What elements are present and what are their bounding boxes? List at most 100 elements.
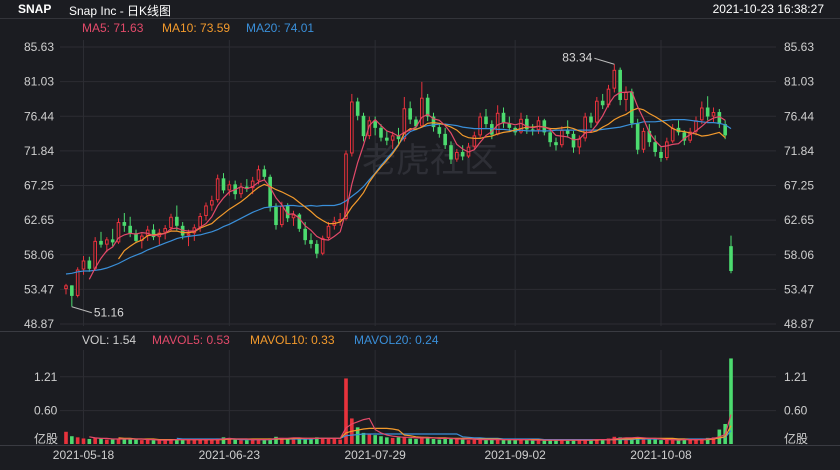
candle-body (291, 214, 296, 219)
candle-body (425, 97, 430, 117)
volume-bar (151, 440, 156, 444)
candle-body (344, 153, 348, 220)
mavol-lines (89, 414, 732, 441)
volume-bar (565, 440, 570, 444)
price-tick-left: 76.44 (24, 109, 54, 123)
volume-bar (577, 440, 582, 444)
volume-bar (169, 439, 173, 444)
candle-body (122, 222, 127, 226)
candle-body (215, 178, 220, 201)
price-tick-left: 48.87 (24, 317, 54, 331)
volume-bar (705, 437, 710, 444)
ma5-legend: MA5: 71.63 (82, 21, 144, 35)
ma10-legend: MA10: 73.59 (162, 21, 231, 35)
volume-bar (420, 436, 424, 444)
volume-bar (560, 440, 564, 444)
candle (571, 130, 576, 153)
candle-body (437, 127, 442, 134)
candle (659, 146, 663, 162)
volume-bar (291, 439, 296, 444)
price-tick-left: 58.06 (24, 248, 54, 262)
candle-body (134, 233, 138, 241)
candle (227, 180, 232, 196)
candle (338, 213, 342, 226)
volume-bar (449, 438, 453, 444)
candle-body (245, 186, 249, 189)
candle-body (478, 116, 482, 136)
candle (326, 222, 331, 240)
candle-body (105, 239, 109, 245)
mavol5-legend: MAVOL5: 0.53 (152, 333, 230, 347)
volume-bar (548, 440, 552, 444)
volume-bar (495, 439, 500, 444)
price-tick-right: 53.47 (784, 282, 814, 296)
candle (565, 120, 570, 138)
candle (87, 256, 92, 272)
volume-bar (379, 436, 383, 444)
candle-body (705, 107, 710, 117)
volume-bar (396, 437, 401, 444)
candle (472, 131, 477, 149)
candle (630, 88, 634, 128)
candle-body (460, 151, 465, 157)
candle-body (163, 228, 167, 233)
volume-bar (490, 439, 494, 444)
candle-body (396, 135, 401, 140)
annotations: 51.16 83.34 (71, 50, 615, 320)
price-tick-right: 58.06 (784, 248, 814, 262)
volume-bar (606, 438, 611, 444)
volume-bar (210, 439, 214, 444)
candle-body (519, 118, 523, 133)
candle (676, 120, 681, 136)
candle (414, 116, 418, 131)
volume-bar (227, 439, 232, 444)
volume-bar (99, 438, 103, 444)
volume-bar (70, 436, 74, 444)
candle-body (560, 130, 564, 146)
volume-bar (163, 440, 167, 444)
candle (501, 107, 506, 128)
candle (256, 165, 261, 185)
candle-body (70, 285, 74, 296)
candle (425, 93, 430, 122)
volume-bar (355, 427, 360, 444)
volume-bar (198, 439, 202, 444)
volume-bar (75, 437, 80, 444)
candle-body (373, 120, 377, 128)
candle-body (525, 118, 529, 130)
candle (507, 116, 512, 132)
candle (93, 237, 97, 271)
candle-body (536, 120, 541, 131)
candle-body (542, 120, 547, 133)
volume-bar (87, 439, 92, 444)
candle (653, 135, 657, 157)
volume-bar (373, 435, 377, 444)
candle-body (186, 233, 191, 236)
candle (665, 137, 669, 161)
volume-bar (81, 438, 86, 444)
candle-body (256, 169, 261, 181)
date-tick: 2021-09-02 (484, 448, 546, 462)
candle-body (490, 124, 494, 135)
candle (291, 210, 296, 226)
volume-bar (641, 439, 646, 444)
candle-body (717, 112, 722, 125)
volume-bar (274, 436, 278, 444)
vol-tick-left: 0.60 (34, 404, 58, 418)
candle (175, 205, 179, 231)
candle-body (99, 240, 103, 245)
candle (204, 202, 208, 221)
candle-body (204, 205, 208, 217)
volume-bar (630, 437, 634, 444)
candle-body (443, 133, 447, 146)
candle-body (723, 124, 727, 136)
candle (711, 107, 716, 123)
volume-bar (239, 440, 243, 444)
volume-bar (653, 439, 657, 444)
volume-bar (501, 439, 506, 444)
price-tick-right: 85.63 (784, 40, 814, 54)
volume-bar (700, 438, 704, 444)
volume-bar (215, 438, 220, 444)
candle (163, 225, 167, 240)
candle (700, 101, 704, 125)
